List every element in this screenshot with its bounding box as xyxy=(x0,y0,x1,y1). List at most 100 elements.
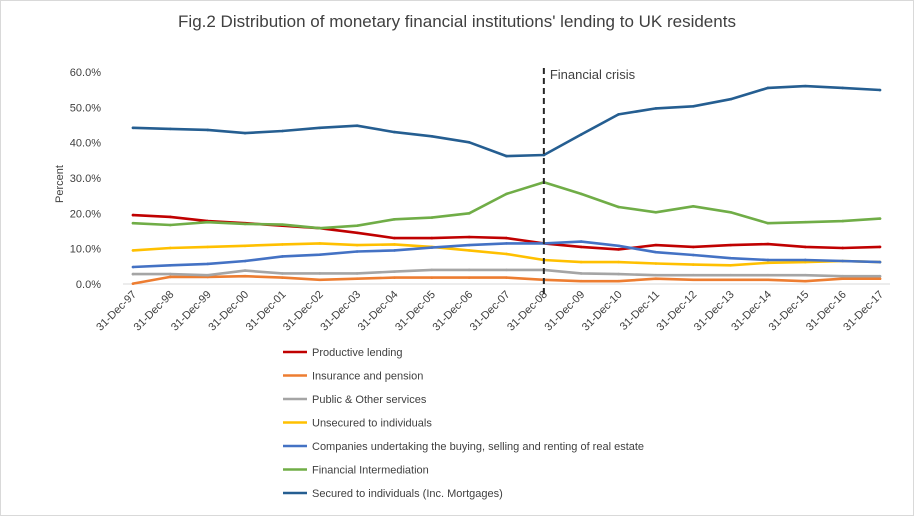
x-tick-label: 31-Dec-17 xyxy=(841,289,886,334)
data-point xyxy=(691,253,695,257)
data-point xyxy=(542,153,546,157)
y-tick-label: 60.0% xyxy=(70,67,101,79)
legend-item: Unsecured to individuals xyxy=(283,418,432,430)
data-point xyxy=(243,222,247,226)
data-point xyxy=(505,236,508,240)
data-point xyxy=(804,84,807,88)
series-line xyxy=(131,84,882,158)
data-point xyxy=(131,249,135,252)
data-point xyxy=(654,210,658,214)
legend-item: Secured to individuals (Inc. Mortgages) xyxy=(283,488,503,500)
data-point xyxy=(729,210,732,214)
legend-label: Public & Other services xyxy=(312,394,427,406)
data-point xyxy=(579,272,583,275)
data-point xyxy=(841,246,844,250)
data-point xyxy=(281,129,284,133)
data-point xyxy=(654,273,658,277)
data-point xyxy=(430,268,434,272)
data-point xyxy=(878,245,882,249)
y-axis-label: Percent xyxy=(54,165,66,203)
data-point xyxy=(355,124,359,128)
data-point xyxy=(206,245,209,249)
data-point xyxy=(467,235,471,239)
data-point xyxy=(654,250,658,254)
data-point xyxy=(393,218,396,221)
series-group xyxy=(131,268,882,278)
data-point xyxy=(393,130,396,134)
data-point xyxy=(169,246,172,250)
data-point xyxy=(804,260,807,264)
data-point xyxy=(206,128,209,132)
data-point xyxy=(878,88,882,92)
data-point xyxy=(281,276,284,279)
legend-item: Financial Intermediation xyxy=(283,465,429,477)
data-point xyxy=(617,248,620,251)
data-point xyxy=(467,243,471,247)
data-point xyxy=(206,262,209,266)
data-point xyxy=(355,277,359,281)
data-point xyxy=(243,259,247,263)
data-point xyxy=(393,249,396,252)
data-point xyxy=(729,256,732,260)
data-point xyxy=(355,250,359,253)
data-point xyxy=(169,127,172,131)
data-point xyxy=(169,275,172,279)
data-point xyxy=(766,86,770,90)
data-point xyxy=(878,277,882,281)
data-point xyxy=(505,242,508,245)
data-point xyxy=(243,131,247,135)
data-point xyxy=(841,86,844,90)
chart-title: Fig.2 Distribution of monetary financial… xyxy=(178,12,736,31)
data-point xyxy=(804,245,807,249)
data-point xyxy=(393,236,396,240)
y-tick-label: 50.0% xyxy=(70,102,101,114)
data-point xyxy=(579,133,583,136)
data-point xyxy=(579,260,583,264)
data-point xyxy=(579,240,583,243)
data-point xyxy=(131,282,135,285)
legend: Productive lending Insurance and pension P… xyxy=(283,347,644,500)
data-point xyxy=(617,272,620,276)
legend-item: Companies undertaking the buying, sellin… xyxy=(283,441,644,453)
data-point xyxy=(729,243,732,247)
data-point xyxy=(393,243,396,246)
data-point xyxy=(654,243,658,247)
data-point xyxy=(766,258,770,262)
data-point xyxy=(318,253,322,256)
series-group xyxy=(131,84,882,158)
data-point xyxy=(393,270,396,273)
data-point xyxy=(579,279,583,283)
data-point xyxy=(430,276,434,279)
data-point xyxy=(841,259,844,263)
data-point xyxy=(505,154,508,158)
data-point xyxy=(318,226,322,230)
data-point xyxy=(505,252,508,256)
data-point xyxy=(355,243,359,247)
data-point xyxy=(318,242,322,245)
data-point xyxy=(617,244,620,248)
data-point xyxy=(318,278,322,282)
data-point xyxy=(131,265,135,269)
data-point xyxy=(691,104,695,108)
legend-label: Insurance and pension xyxy=(312,371,423,383)
y-tick-label: 10.0% xyxy=(70,244,101,256)
legend-label: Unsecured to individuals xyxy=(312,418,432,430)
legend-label: Productive lending xyxy=(312,347,403,359)
data-point xyxy=(617,113,620,116)
legend-item: Productive lending xyxy=(283,347,403,359)
series-layer xyxy=(131,84,882,285)
data-point xyxy=(467,212,471,215)
data-point xyxy=(430,236,434,240)
data-point xyxy=(878,217,882,220)
data-point xyxy=(169,263,172,267)
data-point xyxy=(430,135,434,138)
data-point xyxy=(729,263,732,267)
data-point xyxy=(393,276,396,279)
data-point xyxy=(579,192,583,196)
data-point xyxy=(878,274,882,278)
legend-label: Financial Intermediation xyxy=(312,465,429,477)
data-point xyxy=(729,278,732,282)
data-point xyxy=(804,279,807,283)
data-point xyxy=(878,260,882,264)
